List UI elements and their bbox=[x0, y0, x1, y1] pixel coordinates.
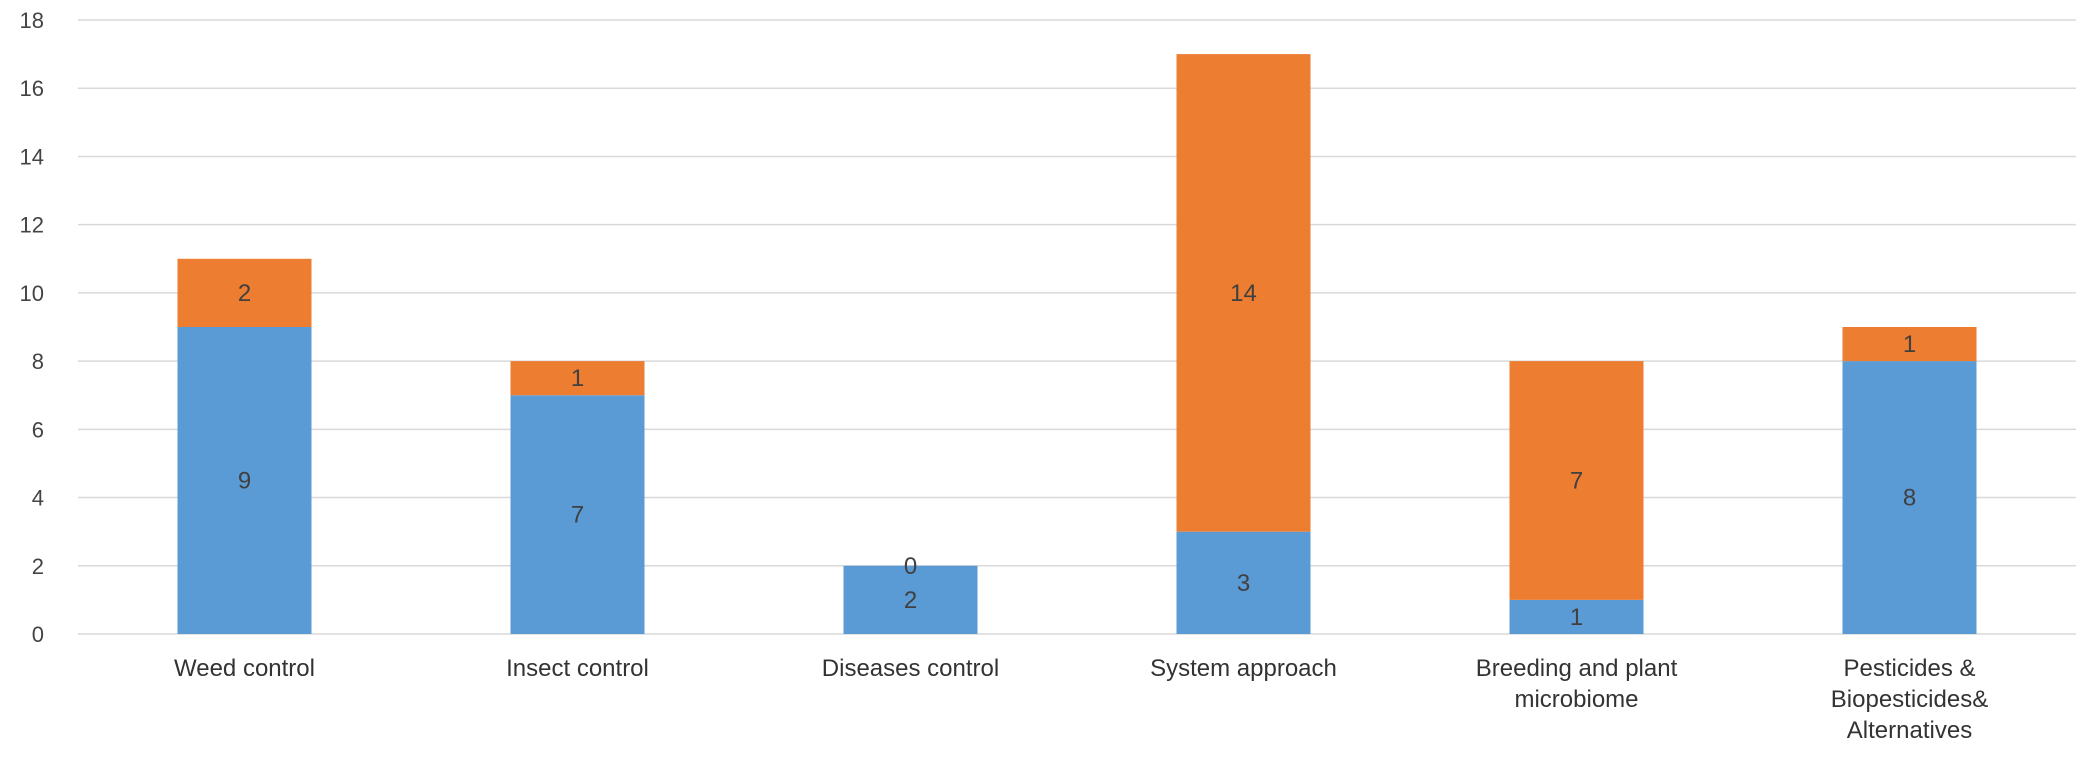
data-label: 14 bbox=[1230, 280, 1257, 307]
x-category-label: Pesticides & Biopesticides& Alternatives bbox=[1831, 655, 1988, 744]
data-label: 2 bbox=[904, 587, 917, 614]
y-tick-label: 16 bbox=[20, 76, 44, 101]
data-label: 0 bbox=[904, 553, 917, 580]
bar-segment bbox=[1176, 54, 1311, 532]
data-label: 9 bbox=[238, 468, 251, 495]
y-tick-label: 12 bbox=[20, 213, 44, 238]
bar-segment bbox=[1842, 361, 1977, 634]
y-tick-label: 14 bbox=[20, 144, 44, 169]
x-category-label: Weed control bbox=[174, 655, 315, 682]
bar-segment bbox=[1842, 327, 1977, 362]
bar-segment bbox=[843, 565, 978, 634]
x-category-label: Insect control bbox=[506, 655, 649, 682]
bar-segment bbox=[177, 327, 312, 634]
bar-segment bbox=[1509, 361, 1644, 600]
y-tick-label: 2 bbox=[32, 554, 44, 579]
x-category-label: System approach bbox=[1150, 655, 1337, 682]
data-label: 3 bbox=[1237, 570, 1250, 597]
data-label: 7 bbox=[1570, 468, 1583, 495]
x-category-label: Breeding and plant microbiome bbox=[1476, 655, 1678, 713]
y-tick-label: 18 bbox=[20, 8, 44, 33]
data-label: 8 bbox=[1903, 485, 1916, 512]
bar-segment bbox=[1176, 531, 1311, 634]
data-label: 7 bbox=[571, 502, 584, 529]
data-label: 1 bbox=[1570, 604, 1583, 631]
bar-segment bbox=[177, 258, 312, 327]
bar-segment bbox=[510, 395, 645, 634]
x-category-label: Diseases control bbox=[822, 655, 999, 682]
y-tick-label: 8 bbox=[32, 349, 44, 374]
y-tick-label: 0 bbox=[32, 622, 44, 647]
bar-segment bbox=[510, 361, 645, 396]
bar-segment bbox=[1509, 599, 1644, 634]
data-label: 1 bbox=[1903, 331, 1916, 358]
y-tick-label: 10 bbox=[20, 281, 44, 306]
data-label: 2 bbox=[238, 280, 251, 307]
data-label: 1 bbox=[571, 365, 584, 392]
y-tick-label: 4 bbox=[32, 486, 44, 511]
y-tick-label: 6 bbox=[32, 417, 44, 442]
